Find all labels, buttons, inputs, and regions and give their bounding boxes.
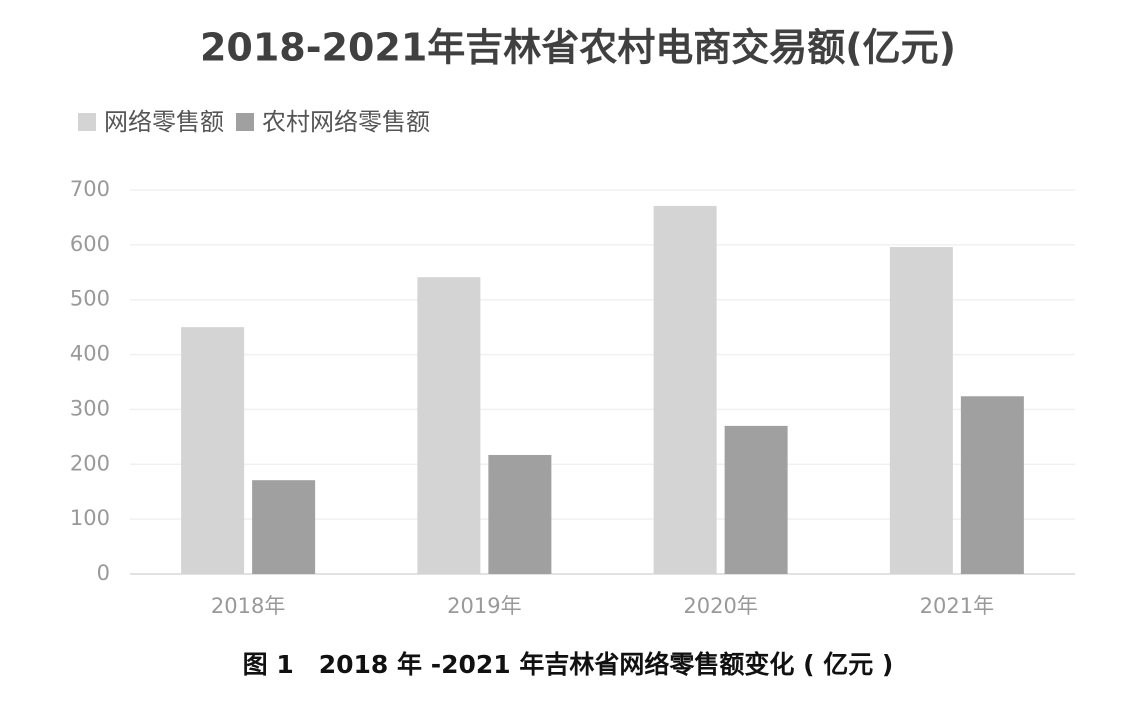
y-tick-label: 0 <box>97 561 110 585</box>
x-tick-label: 2018年 <box>211 594 285 618</box>
legend-label: 网络零售额 <box>104 108 224 136</box>
bar <box>960 396 1024 574</box>
bar <box>181 327 245 574</box>
legend-swatch <box>78 113 96 131</box>
bar <box>889 247 953 574</box>
bar <box>252 480 316 574</box>
y-tick-label: 400 <box>70 342 110 366</box>
caption: 图 1 2018 年 -2021 年吉林省网络零售额变化 ( 亿元 ) <box>243 650 894 679</box>
bar <box>488 454 552 574</box>
x-tick-label: 2020年 <box>683 594 757 618</box>
legend-label: 农村网络零售额 <box>262 108 430 136</box>
bar <box>417 277 481 574</box>
y-tick-label: 200 <box>70 451 110 475</box>
x-tick-label: 2019年 <box>447 594 521 618</box>
y-tick-label: 600 <box>70 232 110 256</box>
y-tick-label: 100 <box>70 506 110 530</box>
y-tick-label: 500 <box>70 287 110 311</box>
bar <box>724 425 788 574</box>
x-tick-label: 2021年 <box>920 594 994 618</box>
bar <box>653 205 717 574</box>
y-tick-label: 300 <box>70 396 110 420</box>
y-tick-label: 700 <box>70 177 110 201</box>
legend-swatch <box>236 113 254 131</box>
chart-title: 2018-2021年吉林省农村电商交易额(亿元) <box>200 26 956 70</box>
